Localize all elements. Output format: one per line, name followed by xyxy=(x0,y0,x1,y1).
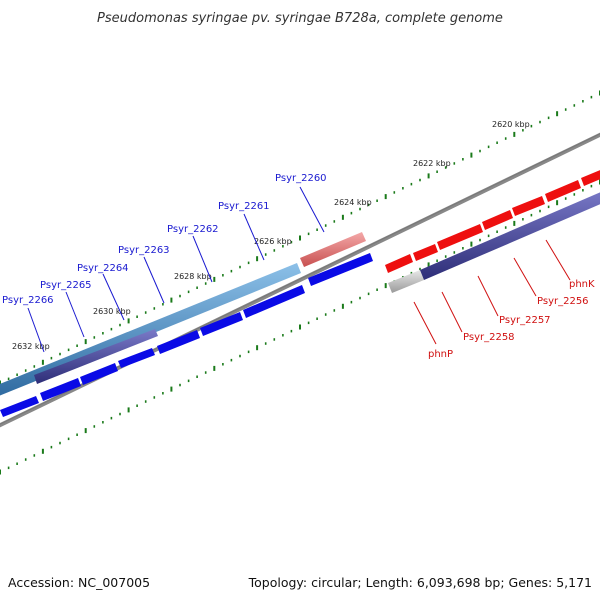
reverse-gene-track xyxy=(388,192,600,293)
gene-label-psyr-2264: Psyr_2264 xyxy=(77,263,129,274)
gene-label-psyr-2256: Psyr_2256 xyxy=(537,296,589,307)
gene-label-psyr-2265: Psyr_2265 xyxy=(40,280,92,291)
inner-ruler-ticks xyxy=(0,179,600,475)
cds-arrow xyxy=(482,210,513,230)
accession-text: Accession: NC_007005 xyxy=(8,575,151,590)
ruler-labels: 2620 kbp 2622 kbp 2624 kbp 2626 kbp 2628… xyxy=(12,120,530,351)
forward-gene-labels: Psyr_2266 Psyr_2265 Psyr_2264 Psyr_2263 … xyxy=(2,173,327,353)
cds-arrow xyxy=(157,330,200,354)
map-title: Pseudomonas syringae pv. syringae B728a,… xyxy=(97,11,503,26)
cds-arrow xyxy=(512,196,545,216)
gene-label-psyr-2262: Psyr_2262 xyxy=(167,224,219,235)
cds-arrow xyxy=(243,285,305,318)
ruler-label-2626: 2626 kbp xyxy=(254,237,292,246)
cds-arrow xyxy=(308,253,373,286)
cds-arrow xyxy=(200,312,243,336)
leader-line xyxy=(243,213,265,261)
leader-line xyxy=(143,256,165,304)
leader-line xyxy=(513,257,537,297)
reverse-cds-arrows xyxy=(385,170,600,273)
reverse-gene-labels: phnP Psyr_2258 Psyr_2257 Psyr_2256 phnK xyxy=(413,239,595,360)
gene-label-psyr-2257: Psyr_2257 xyxy=(499,315,551,326)
leader-line xyxy=(65,291,85,338)
leader-line xyxy=(102,273,125,321)
cds-arrow xyxy=(0,396,39,417)
ruler-label-2632: 2632 kbp xyxy=(12,342,50,351)
ruler-label-2622: 2622 kbp xyxy=(413,159,451,168)
leader-line xyxy=(545,239,571,281)
gene-label-psyr-2266: Psyr_2266 xyxy=(2,295,54,306)
gene-label-psyr-2260: Psyr_2260 xyxy=(275,173,327,184)
leader-line xyxy=(413,301,437,345)
cds-arrow xyxy=(80,363,118,385)
forward-protein-band xyxy=(34,329,158,384)
ruler-label-2624: 2624 kbp xyxy=(334,198,372,207)
reverse-protein-band xyxy=(420,192,600,280)
reverse-grey-gene xyxy=(388,270,424,293)
ruler-ticks xyxy=(0,90,600,386)
forward-cds-arrows xyxy=(0,253,373,417)
genome-stats-text: Topology: circular; Length: 6,093,698 bp… xyxy=(248,575,592,590)
gene-label-phnk: phnK xyxy=(569,279,595,290)
cds-arrow xyxy=(545,180,581,202)
cds-arrow xyxy=(437,224,483,250)
leader-line xyxy=(192,235,213,283)
leader-line xyxy=(441,291,463,333)
reverse-gene-psyr-2260 xyxy=(300,232,366,267)
forward-gene-track xyxy=(0,263,301,396)
cds-arrow xyxy=(118,348,155,368)
leader-line xyxy=(477,275,499,317)
gene-label-psyr-2261: Psyr_2261 xyxy=(218,201,270,212)
leader-line xyxy=(299,186,325,233)
cds-arrow xyxy=(385,254,413,273)
ruler-label-2628: 2628 kbp xyxy=(174,272,212,281)
cds-arrow xyxy=(413,244,438,261)
ruler-label-2620: 2620 kbp xyxy=(492,120,530,129)
cds-arrow xyxy=(40,378,81,401)
cds-arrow xyxy=(581,170,600,186)
gene-label-psyr-2263: Psyr_2263 xyxy=(118,245,170,256)
leader-line xyxy=(27,307,45,353)
ruler-label-2630: 2630 kbp xyxy=(93,307,131,316)
gene-label-psyr-2258: Psyr_2258 xyxy=(463,332,515,343)
gene-label-phnp: phnP xyxy=(428,349,453,360)
